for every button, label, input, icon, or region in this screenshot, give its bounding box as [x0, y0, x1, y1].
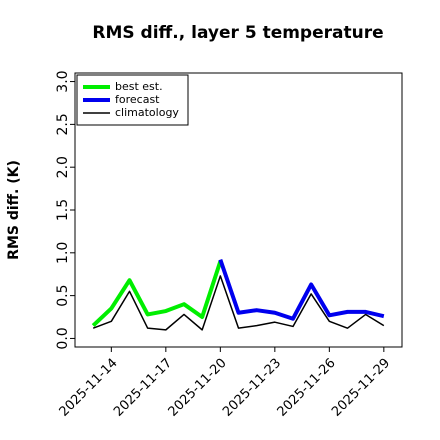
x-tick-label: 2025-11-29	[329, 356, 393, 420]
y-tick-label: 2.5	[55, 113, 71, 135]
y-axis-label: RMS diff. (K)	[6, 160, 22, 260]
series-line	[92, 275, 385, 331]
legend-label: best est.	[115, 80, 163, 93]
series-line	[91, 260, 223, 328]
y-tick-label: 3.0	[55, 70, 71, 92]
series-line	[218, 259, 385, 321]
legend-label: forecast	[115, 93, 160, 106]
y-tick-label: 0.5	[55, 284, 71, 306]
y-tick-label: 2.0	[55, 156, 71, 178]
y-tick-label: 0.0	[55, 327, 71, 349]
y-tick-label: 1.5	[55, 199, 71, 221]
y-tick-label: 1.0	[55, 242, 71, 264]
chart-title: RMS diff., layer 5 temperature	[92, 23, 383, 43]
legend-label: climatology	[115, 106, 179, 119]
